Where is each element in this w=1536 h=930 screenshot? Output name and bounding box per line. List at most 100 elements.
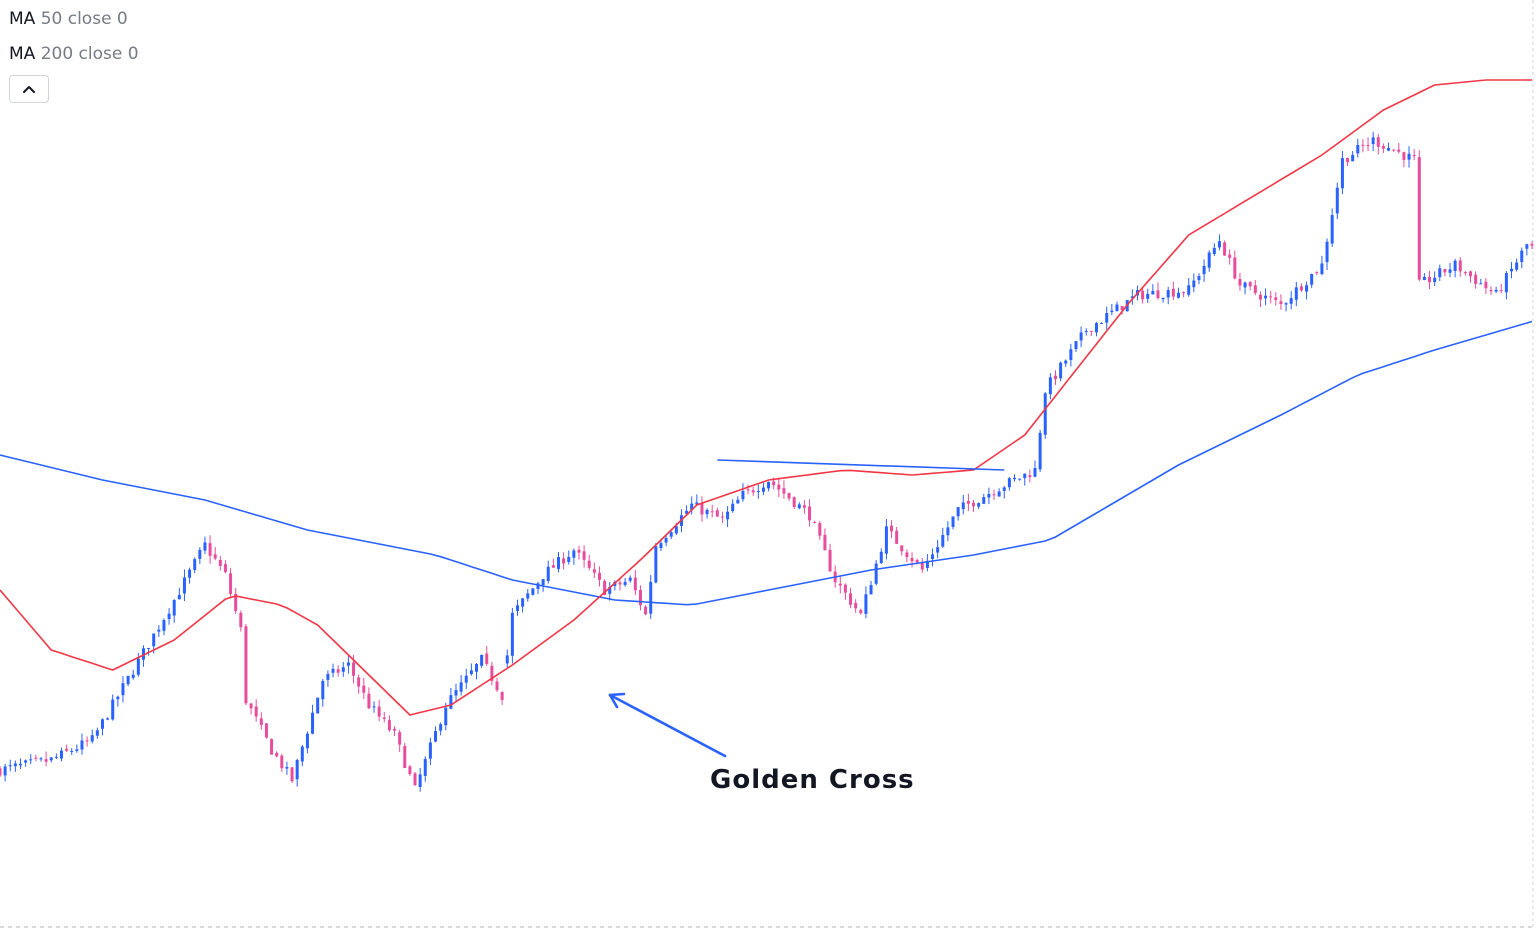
candle-down[interactable]: [895, 530, 899, 544]
candle-up[interactable]: [469, 670, 473, 675]
candle-up[interactable]: [931, 554, 935, 559]
candle-up[interactable]: [157, 629, 161, 632]
candle-down[interactable]: [290, 767, 294, 782]
candle-up[interactable]: [147, 647, 151, 649]
candle-up[interactable]: [434, 731, 438, 742]
candle-up[interactable]: [162, 620, 166, 631]
candle-down[interactable]: [336, 669, 340, 673]
candle-up[interactable]: [1059, 362, 1063, 379]
candle-up[interactable]: [90, 735, 94, 742]
candle-up[interactable]: [941, 534, 945, 547]
candle-down[interactable]: [1233, 257, 1237, 279]
candle-down[interactable]: [239, 612, 243, 628]
candle-down[interactable]: [1530, 243, 1534, 246]
candle-down[interactable]: [1366, 144, 1370, 146]
candle-up[interactable]: [1510, 268, 1514, 272]
candle-up[interactable]: [1192, 280, 1196, 288]
candle-down[interactable]: [720, 516, 724, 518]
candle-up[interactable]: [531, 588, 535, 595]
candle-down[interactable]: [218, 560, 222, 566]
candle-up[interactable]: [439, 724, 443, 731]
candle-up[interactable]: [126, 675, 130, 685]
candle-up[interactable]: [75, 749, 79, 751]
candle-up[interactable]: [521, 598, 525, 607]
candle-up[interactable]: [884, 526, 888, 554]
candle-up[interactable]: [510, 612, 514, 656]
candle-up[interactable]: [936, 547, 940, 553]
candle-up[interactable]: [741, 491, 745, 500]
candle-down[interactable]: [787, 493, 791, 499]
candle-up[interactable]: [1151, 291, 1155, 295]
candle-up[interactable]: [193, 559, 197, 570]
candle-up[interactable]: [167, 613, 171, 619]
candle-up[interactable]: [454, 690, 458, 696]
candle-up[interactable]: [111, 699, 115, 720]
candle-up[interactable]: [39, 758, 43, 760]
candle-down[interactable]: [782, 488, 786, 494]
candle-down[interactable]: [1376, 137, 1380, 147]
candle-up[interactable]: [1289, 298, 1293, 304]
candle-down[interactable]: [603, 580, 607, 596]
candle-up[interactable]: [100, 719, 104, 729]
candle-up[interactable]: [1264, 295, 1268, 299]
candle-down[interactable]: [1253, 285, 1257, 294]
candle-up[interactable]: [1294, 287, 1298, 300]
candle-down[interactable]: [1182, 292, 1186, 294]
candle-up[interactable]: [1043, 393, 1047, 435]
candle-down[interactable]: [270, 739, 274, 755]
candle-down[interactable]: [85, 740, 89, 742]
candle-up[interactable]: [141, 648, 145, 660]
candle-up[interactable]: [961, 502, 965, 510]
candle-up[interactable]: [567, 556, 571, 563]
candle-up[interactable]: [1069, 349, 1073, 361]
candle-up[interactable]: [1494, 289, 1498, 292]
candle-down[interactable]: [1397, 149, 1401, 152]
candle-down[interactable]: [802, 505, 806, 508]
candle-down[interactable]: [849, 593, 853, 605]
candle-up[interactable]: [869, 585, 873, 595]
candle-up[interactable]: [879, 551, 883, 563]
candle-up[interactable]: [1356, 144, 1360, 154]
candle-up[interactable]: [767, 482, 771, 489]
candle-up[interactable]: [726, 511, 730, 520]
candle-down[interactable]: [1299, 286, 1303, 291]
candle-down[interactable]: [1428, 276, 1432, 283]
candle-down[interactable]: [1381, 145, 1385, 149]
candle-up[interactable]: [515, 605, 519, 611]
candle-up[interactable]: [1176, 292, 1180, 298]
candle-up[interactable]: [1371, 137, 1375, 145]
candle-down[interactable]: [587, 560, 591, 568]
candle-down[interactable]: [900, 545, 904, 552]
candle-down[interactable]: [1089, 330, 1093, 332]
candle-down[interactable]: [1141, 290, 1145, 300]
candle-up[interactable]: [1038, 432, 1042, 470]
candle-down[interactable]: [264, 723, 268, 738]
candle-down[interactable]: [1238, 279, 1242, 286]
legend-ma50[interactable]: MA 50 close 0: [9, 9, 128, 29]
candle-up[interactable]: [49, 757, 53, 761]
candle-up[interactable]: [659, 543, 663, 549]
candle-up[interactable]: [182, 577, 186, 594]
candle-up[interactable]: [1048, 377, 1052, 395]
candle-up[interactable]: [1064, 360, 1068, 364]
candle-up[interactable]: [1023, 473, 1027, 479]
candle-up[interactable]: [1320, 263, 1324, 275]
candle-up[interactable]: [977, 503, 981, 507]
candle-down[interactable]: [644, 606, 648, 615]
candle-down[interactable]: [1458, 260, 1462, 272]
candle-down[interactable]: [905, 552, 909, 558]
candle-up[interactable]: [300, 746, 304, 762]
candle-down[interactable]: [34, 757, 38, 759]
candle-down[interactable]: [500, 692, 504, 700]
candle-up[interactable]: [546, 566, 550, 581]
candle-up[interactable]: [1197, 276, 1201, 281]
candle-up[interactable]: [1243, 282, 1247, 288]
candle-down[interactable]: [562, 558, 566, 564]
candle-up[interactable]: [1330, 215, 1334, 244]
candle-down[interactable]: [254, 706, 258, 717]
candle-down[interactable]: [828, 549, 832, 572]
candle-up[interactable]: [95, 730, 99, 736]
candle-down[interactable]: [746, 489, 750, 491]
candle-down[interactable]: [1489, 290, 1493, 292]
